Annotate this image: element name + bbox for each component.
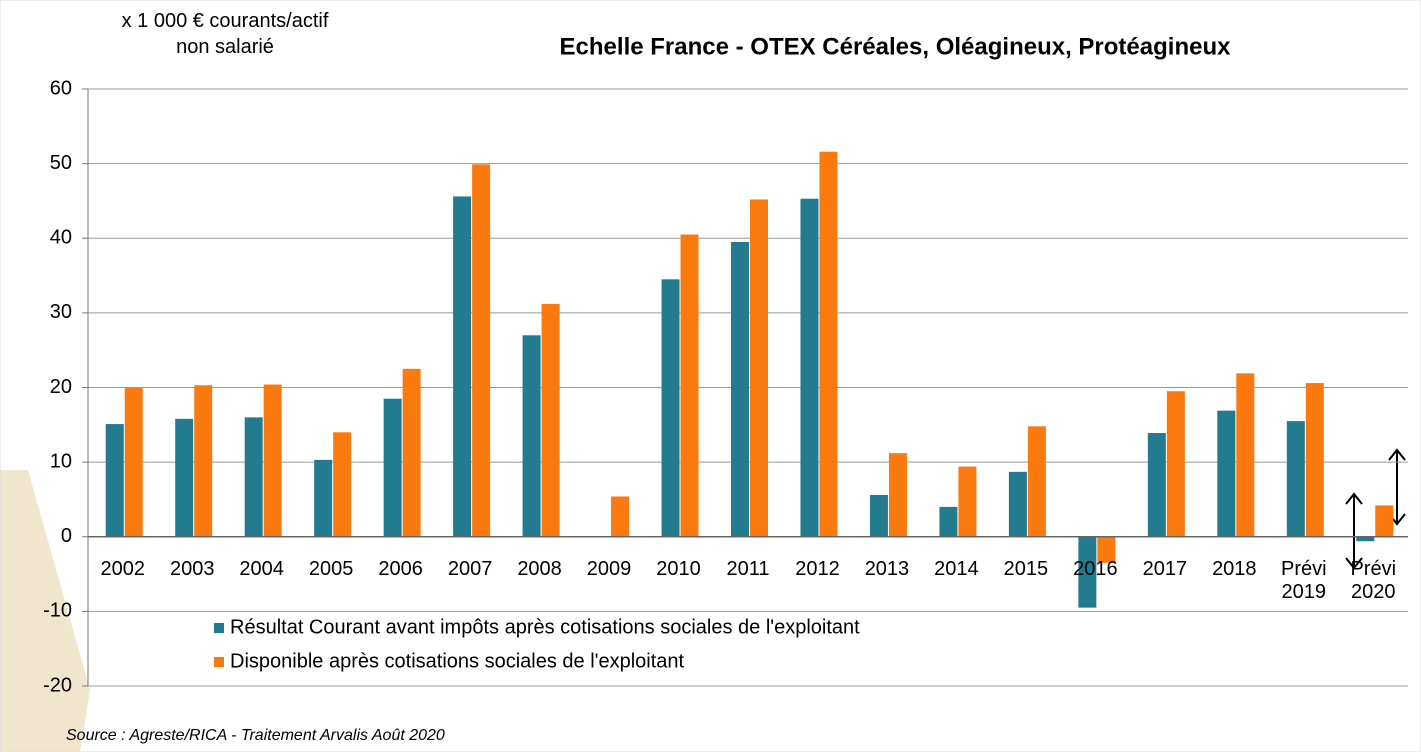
bar [1008, 471, 1027, 537]
legend-swatch [214, 623, 224, 633]
bar [1375, 505, 1394, 537]
x-tick-label: 2009 [586, 558, 632, 580]
bar [1217, 410, 1236, 537]
bar [661, 279, 680, 537]
legend-label: Résultat Courant avant impôts après coti… [230, 616, 860, 638]
x-tick-label: 2007 [447, 558, 493, 580]
x-tick-label: 2005 [308, 558, 354, 580]
bar [1078, 536, 1097, 608]
x-tick-label: 2010 [656, 558, 701, 580]
bar [1027, 426, 1046, 537]
x-tick-label: 2011 [726, 558, 770, 580]
x-tick-label: 2008 [517, 558, 562, 580]
y-tick-label: 50 [50, 152, 72, 174]
bar [522, 335, 541, 537]
bar [124, 387, 143, 537]
bar [472, 164, 491, 537]
bar [244, 417, 263, 537]
legend-label: Disponible après cotisations sociales de… [230, 650, 685, 672]
bar [819, 151, 838, 537]
bar [958, 466, 977, 537]
bar [314, 459, 333, 537]
bar [939, 506, 958, 537]
x-tick-label: 2016 [1073, 558, 1118, 580]
x-tick-label: Prévi 2019 [1280, 558, 1327, 603]
y-tick-label: 40 [50, 227, 72, 249]
y-tick-label: 0 [61, 525, 72, 547]
y-axis-label: x 1 000 € courants/actif non salarié [121, 10, 329, 58]
bar [611, 496, 630, 537]
x-tick-label: 2006 [378, 558, 423, 580]
x-tick-label: 2002 [100, 558, 145, 580]
bar [175, 418, 194, 537]
bar [869, 494, 888, 537]
x-tick-label: 2015 [1003, 558, 1049, 580]
bar [1356, 536, 1375, 542]
bar [402, 368, 421, 537]
x-tick-label: 2014 [934, 558, 979, 580]
bar [541, 303, 560, 537]
bar [888, 453, 907, 537]
x-tick-label: 2004 [239, 558, 284, 580]
x-tick-label: 2012 [795, 558, 840, 580]
chart-title: Echelle France - OTEX Céréales, Oléagine… [560, 33, 1232, 60]
source: Source : Agreste/RICA - Traitement Arval… [66, 727, 445, 744]
bar [1166, 391, 1185, 537]
x-tick-label: 2003 [169, 558, 215, 580]
x-tick-label: 2018 [1212, 558, 1257, 580]
bar [750, 199, 768, 537]
bar [194, 385, 213, 537]
bar [263, 384, 282, 537]
bar [1305, 383, 1324, 537]
y-tick-label: 10 [50, 450, 72, 472]
bar [453, 196, 472, 537]
bar [333, 432, 352, 537]
bar [105, 424, 124, 537]
x-tick-label: 2013 [864, 558, 910, 580]
y-tick-label: 60 [50, 77, 72, 99]
bar [731, 241, 749, 537]
bar [800, 198, 819, 537]
x-tick-label: 2017 [1142, 558, 1188, 580]
legend-swatch [214, 657, 224, 667]
y-tick-label: 20 [50, 376, 72, 398]
bar [1236, 373, 1255, 537]
decoration [0, 470, 90, 752]
x-tick-label: Prévi 2020 [1350, 558, 1397, 603]
y-tick-label: -10 [43, 600, 72, 622]
bar [1147, 433, 1166, 537]
bar [680, 234, 699, 537]
y-tick-label: 30 [50, 301, 72, 323]
bar [383, 398, 402, 537]
y-tick-label: -20 [43, 674, 72, 696]
bar [1097, 536, 1116, 563]
bar [1286, 421, 1305, 537]
